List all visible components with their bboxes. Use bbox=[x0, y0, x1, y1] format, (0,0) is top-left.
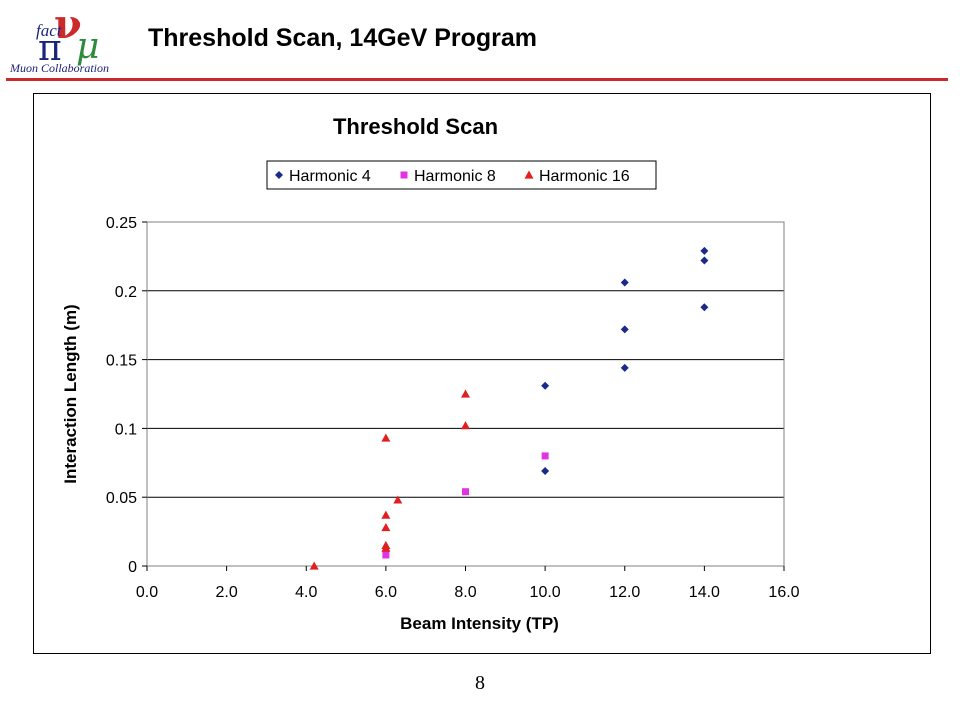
x-tick-label: 0.0 bbox=[136, 584, 158, 601]
series-harmonic-16 bbox=[309, 389, 470, 570]
data-point bbox=[620, 325, 629, 334]
x-tick-label: 10.0 bbox=[530, 584, 561, 601]
logo-pi-glyph: π bbox=[38, 28, 62, 69]
legend-entry-label: Harmonic 16 bbox=[539, 168, 630, 185]
legend-marker bbox=[400, 171, 408, 179]
data-point bbox=[381, 433, 391, 442]
page-number: 8 bbox=[475, 672, 485, 694]
data-point bbox=[382, 551, 390, 559]
data-point bbox=[381, 543, 391, 552]
x-axis-ticks: 0.0 2.0 4.0 6.0 8.0 10.0 12.0 14.0 16.0 bbox=[136, 566, 800, 601]
y-axis-label: Interaction Length (m) bbox=[61, 304, 80, 483]
logo-fact-text: fact bbox=[36, 21, 63, 40]
data-point bbox=[461, 389, 470, 398]
x-tick-label: 6.0 bbox=[375, 584, 397, 601]
chart-title: Threshold Scan bbox=[333, 114, 498, 139]
data-point bbox=[620, 278, 629, 287]
y-tick-label: 0.1 bbox=[115, 421, 137, 438]
data-point bbox=[393, 495, 403, 504]
data-point bbox=[700, 303, 709, 312]
y-tick-label: 0.05 bbox=[106, 490, 137, 507]
logo-mu-glyph: μ bbox=[76, 26, 99, 67]
scatter-chart: Threshold Scan Harmonic 4 Harmonic 8 Harmo… bbox=[61, 114, 800, 633]
logo-nu-glyph: ν bbox=[54, 2, 82, 48]
legend-entry-label: Harmonic 8 bbox=[414, 168, 496, 185]
y-axis-ticks: 0 0.05 0.1 0.15 0.2 0.25 bbox=[106, 215, 147, 576]
x-tick-label: 14.0 bbox=[689, 584, 720, 601]
x-tick-label: 4.0 bbox=[295, 584, 317, 601]
data-points bbox=[309, 246, 709, 570]
data-point bbox=[381, 522, 391, 532]
y-tick-label: 0.25 bbox=[106, 215, 137, 232]
legend-entry-label: Harmonic 4 bbox=[289, 168, 371, 185]
data-point bbox=[700, 256, 709, 265]
legend-box bbox=[266, 160, 657, 190]
series-harmonic-4 bbox=[541, 246, 709, 476]
header-rule bbox=[6, 78, 948, 81]
x-tick-label: 12.0 bbox=[609, 584, 640, 601]
muon-collaboration-logo: ν fact π μ Muon Collaboration bbox=[9, 2, 109, 75]
chart-legend: Harmonic 4 Harmonic 8 Harmonic 16 bbox=[266, 160, 657, 190]
x-axis-label: Beam Intensity (TP) bbox=[400, 614, 559, 633]
slide-title: Threshold Scan, 14GeV Program bbox=[148, 24, 538, 52]
x-tick-label: 8.0 bbox=[454, 584, 476, 601]
data-point bbox=[541, 467, 550, 476]
data-point bbox=[462, 488, 469, 496]
series-harmonic-8 bbox=[382, 452, 549, 559]
data-point bbox=[461, 421, 470, 430]
legend-marker bbox=[275, 171, 283, 179]
y-tick-label: 0 bbox=[128, 559, 137, 576]
data-point bbox=[309, 561, 319, 570]
y-tick-label: 0.15 bbox=[106, 353, 137, 370]
y-tick-label: 0.2 bbox=[115, 284, 137, 301]
chart-frame: Threshold Scan Harmonic 4 Harmonic 8 Harmo… bbox=[33, 93, 931, 654]
data-point bbox=[541, 452, 549, 460]
data-point bbox=[620, 363, 629, 372]
x-tick-label: 16.0 bbox=[768, 584, 799, 601]
data-point bbox=[381, 510, 391, 519]
data-point bbox=[541, 381, 550, 390]
logo-collab-text: Muon Collaboration bbox=[9, 61, 109, 75]
data-point bbox=[700, 246, 709, 255]
x-tick-label: 2.0 bbox=[216, 584, 238, 601]
legend-marker bbox=[524, 170, 534, 179]
